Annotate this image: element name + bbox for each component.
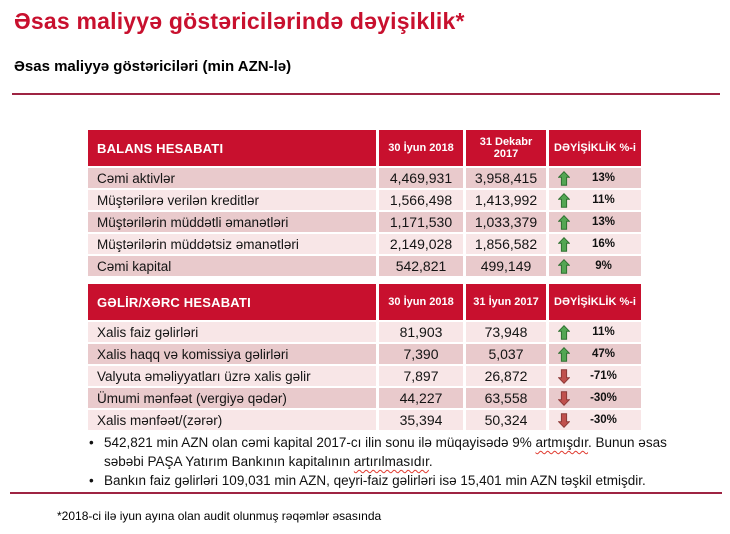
value-period1: 81,903 [379,322,463,342]
row-label: Xalis haqq və komissiya gəlirləri [88,344,376,364]
value-period1: 1,171,530 [379,212,463,232]
table-row: Cəmi aktivlər 4,469,931 3,958,415 13% [88,168,641,188]
change-cell: 16% [549,234,641,254]
income-header-row: GƏLİR/XƏRC HESABATI 30 İyun 2018 31 İyun… [88,284,641,320]
row-label: Xalis faiz gəlirləri [88,322,376,342]
list-item: • Bankın faiz gəlirləri 109,031 min AZN,… [88,471,688,490]
change-percent: -71% [590,370,617,382]
row-label: Müştərilərin müddətsiz əmanətləri [88,234,376,254]
bullet-text: 542,821 min AZN olan cəmi kapital 2017-c… [104,435,667,469]
income-statement-table: GƏLİR/XƏRC HESABATI 30 İyun 2018 31 İyun… [85,282,644,432]
top-divider-line [12,93,720,95]
change-arrow-icon [558,346,570,362]
value-period2: 5,037 [466,344,546,364]
page-title: Əsas maliyyə göstəricilərində dəyişiklik… [14,8,465,34]
table-row: Xalis mənfəət/(zərər) 35,394 50,324 -30% [88,410,641,430]
value-period2: 50,324 [466,410,546,430]
bullet-marker: • [89,473,94,488]
value-period2: 26,872 [466,366,546,386]
value-period2: 1,856,582 [466,234,546,254]
balance-header-row: BALANS HESABATI 30 İyun 2018 31 Dekabr 2… [88,130,641,166]
table-row: Ümumi mənfəət (vergiyə qədər) 44,227 63,… [88,388,641,408]
page-subtitle: Əsas maliyyə göstəriciləri (min AZN-lə) [14,58,292,75]
value-period1: 1,566,498 [379,190,463,210]
value-period2: 73,948 [466,322,546,342]
bullet-marker: • [89,435,94,450]
income-table-title: GƏLİR/XƏRC HESABATI [88,284,376,320]
change-arrow-icon [558,258,570,274]
value-period1: 542,821 [379,256,463,276]
column-header-change: DƏYİŞİKLİK %-i [549,130,641,166]
spellcheck-word: artmışdır [535,435,589,450]
table-row: Müştərilərə verilən kreditlər 1,566,498 … [88,190,641,210]
list-item: • 542,821 min AZN olan cəmi kapital 2017… [88,433,688,471]
change-percent: 16% [591,238,616,250]
row-label: Cəmi kapital [88,256,376,276]
change-percent: 13% [591,216,616,228]
table-row: Cəmi kapital 542,821 499,149 9% [88,256,641,276]
table-row: Müştərilərin müddətsiz əmanətləri 2,149,… [88,234,641,254]
column-header-period1: 30 İyun 2018 [379,130,463,166]
spellcheck-word: artırılmasıdır [353,454,429,469]
column-header-period2: 31 İyun 2017 [466,284,546,320]
table-row: Xalis haqq və komissiya gəlirləri 7,390 … [88,344,641,364]
value-period1: 44,227 [379,388,463,408]
row-label: Ümumi mənfəət (vergiyə qədər) [88,388,376,408]
row-label: Müştərilərə verilən kreditlər [88,190,376,210]
change-cell: -71% [549,366,641,386]
value-period2: 1,413,992 [466,190,546,210]
balance-table-title: BALANS HESABATI [88,130,376,166]
change-percent: 47% [591,348,616,360]
table-row: Müştərilərin müddətli əmanətləri 1,171,5… [88,212,641,232]
change-arrow-icon [558,170,570,186]
table-row: Valyuta əməliyyatları üzrə xalis gəlir 7… [88,366,641,386]
change-cell: 11% [549,190,641,210]
change-cell: 11% [549,322,641,342]
row-label: Müştərilərin müddətli əmanətləri [88,212,376,232]
value-period1: 35,394 [379,410,463,430]
change-cell: 13% [549,212,641,232]
value-period1: 7,897 [379,366,463,386]
change-arrow-icon [558,412,570,428]
value-period2: 3,958,415 [466,168,546,188]
column-header-period1: 30 İyun 2018 [379,284,463,320]
value-period2: 499,149 [466,256,546,276]
commentary-bullets: • 542,821 min AZN olan cəmi kapital 2017… [88,433,688,490]
change-percent: 11% [592,326,615,338]
row-label: Valyuta əməliyyatları üzrə xalis gəlir [88,366,376,386]
row-label: Cəmi aktivlər [88,168,376,188]
balance-sheet-table: BALANS HESABATI 30 İyun 2018 31 Dekabr 2… [85,128,644,278]
value-period2: 63,558 [466,388,546,408]
value-period1: 7,390 [379,344,463,364]
change-percent: -30% [590,414,617,426]
change-cell: 13% [549,168,641,188]
bullet-text: Bankın faiz gəlirləri 109,031 min AZN, q… [104,473,646,488]
change-cell: -30% [549,388,641,408]
row-label: Xalis mənfəət/(zərər) [88,410,376,430]
table-row: Xalis faiz gəlirləri 81,903 73,948 11% [88,322,641,342]
change-arrow-icon [558,390,570,406]
financial-tables: BALANS HESABATI 30 İyun 2018 31 Dekabr 2… [85,128,644,432]
value-period1: 4,469,931 [379,168,463,188]
change-arrow-icon [558,214,570,230]
change-arrow-icon [558,236,570,252]
change-cell: -30% [549,410,641,430]
bottom-divider-line [10,492,722,494]
change-arrow-icon [558,324,570,340]
footnote: *2018-ci ilə iyun ayına olan audit olunm… [57,509,382,523]
change-cell: 9% [549,256,641,276]
change-arrow-icon [558,192,570,208]
change-percent: 9% [595,260,612,272]
column-header-change: DƏYİŞİKLİK %-i [549,284,641,320]
change-percent: 13% [591,172,616,184]
change-percent: -30% [590,392,617,404]
value-period1: 2,149,028 [379,234,463,254]
change-arrow-icon [558,368,570,384]
value-period2: 1,033,379 [466,212,546,232]
change-percent: 11% [592,194,615,206]
change-cell: 47% [549,344,641,364]
column-header-period2: 31 Dekabr 2017 [466,130,546,166]
